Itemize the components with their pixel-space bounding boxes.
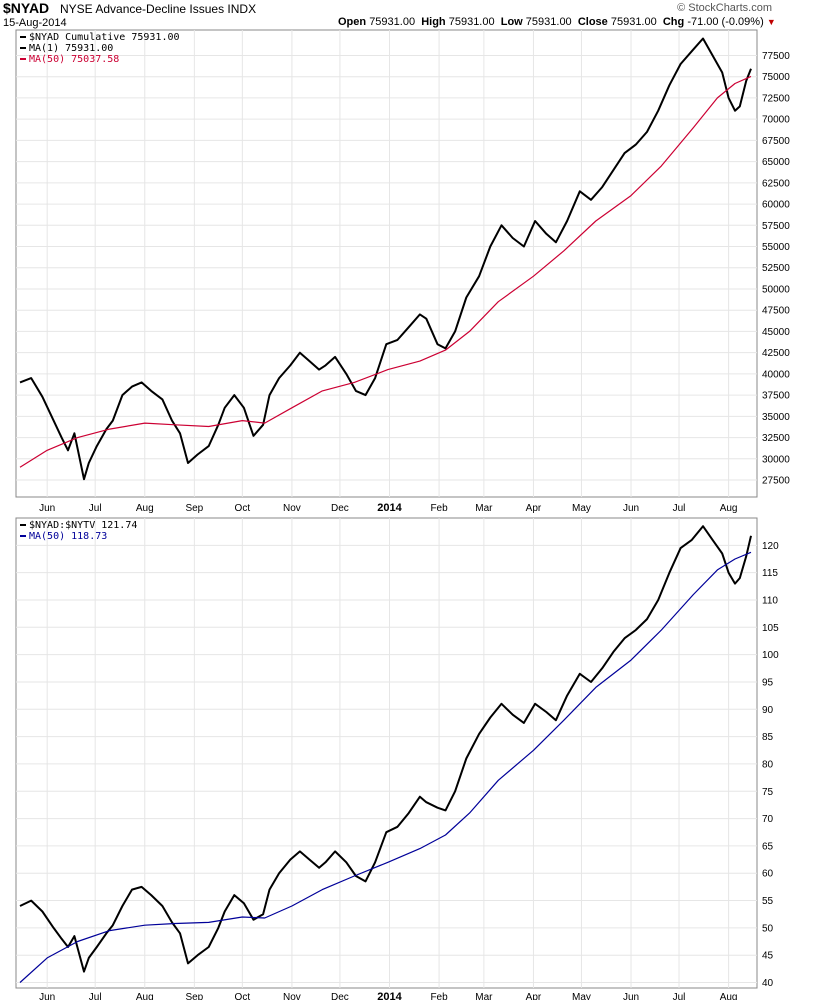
x-tick-label: Apr — [526, 992, 542, 1000]
y-tick-label: 95 — [762, 677, 774, 688]
y-tick-label: 50000 — [762, 284, 790, 295]
x-tick-label: Aug — [720, 992, 738, 1000]
low-label: Low — [500, 16, 523, 28]
x-tick-label: Oct — [235, 503, 251, 514]
symbol-description: NYSE Advance-Decline Issues INDX — [60, 2, 257, 16]
x-tick-label: 2014 — [377, 502, 402, 514]
legend-entry: MA(50) 75037.58 — [29, 54, 119, 65]
high-label: High — [421, 16, 446, 28]
y-tick-label: 70000 — [762, 115, 790, 126]
chg-label: Chg — [662, 16, 685, 28]
x-tick-label: Jul — [89, 992, 102, 1000]
x-tick-label: Jun — [623, 992, 639, 1000]
x-tick-label: May — [572, 992, 591, 1000]
y-tick-label: 45 — [762, 951, 774, 962]
y-tick-label: 72500 — [762, 93, 790, 104]
y-tick-label: 47500 — [762, 306, 790, 317]
x-tick-label: Oct — [235, 992, 251, 1000]
y-tick-label: 37500 — [762, 391, 790, 402]
y-tick-label: 65000 — [762, 157, 790, 168]
y-tick-label: 110 — [762, 595, 778, 606]
y-tick-label: 40 — [762, 978, 774, 989]
low-value: 75931.00 — [525, 16, 572, 28]
y-tick-label: 55 — [762, 896, 774, 907]
high-value: 75931.00 — [448, 16, 495, 28]
y-tick-label: 115 — [762, 568, 778, 579]
y-tick-label: 60 — [762, 869, 774, 880]
x-tick-label: Jul — [673, 503, 686, 514]
y-tick-label: 42500 — [762, 348, 790, 359]
y-tick-label: 105 — [762, 623, 779, 634]
close-value: 75931.00 — [610, 16, 657, 28]
y-tick-label: 55000 — [762, 242, 790, 253]
close-label: Close — [577, 16, 608, 28]
series-line — [19, 525, 752, 973]
symbol-label: $NYAD — [3, 0, 50, 16]
plot-frame — [15, 517, 758, 989]
down-triangle-icon: ▼ — [766, 17, 776, 27]
y-tick-label: 62500 — [762, 178, 790, 189]
open-label: Open — [338, 16, 367, 28]
x-tick-label: Nov — [283, 503, 301, 514]
plot-frame — [15, 29, 758, 498]
series-line — [19, 37, 752, 481]
y-tick-label: 90 — [762, 705, 774, 716]
x-tick-label: May — [572, 503, 591, 514]
legend-entry: MA(50) 118.73 — [29, 531, 107, 542]
y-tick-label: 52500 — [762, 263, 790, 274]
y-tick-label: 32500 — [762, 433, 790, 444]
chart-header: $NYAD NYSE Advance-Decline Issues INDX 1… — [0, 0, 820, 30]
x-tick-label: Jun — [39, 992, 55, 1000]
x-tick-label: Aug — [720, 503, 738, 514]
chg-value: -71.00 (-0.09%) — [687, 16, 764, 28]
y-tick-label: 85 — [762, 732, 774, 743]
y-tick-label: 27500 — [762, 476, 790, 487]
x-tick-label: Aug — [136, 992, 154, 1000]
x-tick-label: Feb — [430, 992, 448, 1000]
x-tick-label: Jul — [673, 992, 686, 1000]
y-tick-label: 30000 — [762, 454, 790, 465]
y-tick-label: 77500 — [762, 51, 790, 62]
x-tick-label: Sep — [185, 503, 203, 514]
y-tick-label: 35000 — [762, 412, 790, 423]
y-tick-label: 80 — [762, 759, 774, 770]
series-line — [19, 551, 752, 983]
y-tick-label: 75 — [762, 787, 774, 798]
series-line — [19, 75, 752, 468]
x-tick-label: Mar — [475, 992, 493, 1000]
y-tick-label: 60000 — [762, 200, 790, 211]
x-tick-label: Dec — [331, 992, 349, 1000]
x-tick-label: Feb — [430, 503, 448, 514]
y-tick-label: 45000 — [762, 327, 790, 338]
legend-entry: $NYAD Cumulative 75931.00 — [29, 32, 180, 43]
y-tick-label: 100 — [762, 650, 779, 661]
x-tick-label: Mar — [475, 503, 493, 514]
chart-date: 15-Aug-2014 — [3, 17, 67, 29]
open-value: 75931.00 — [369, 16, 416, 28]
x-tick-label: Jun — [623, 503, 639, 514]
x-tick-label: Apr — [526, 503, 542, 514]
y-tick-label: 75000 — [762, 72, 790, 83]
x-tick-label: Sep — [185, 992, 203, 1000]
ohlc-readout: Open 75931.00 High 75931.00 Low 75931.00… — [338, 16, 776, 28]
legend-entry: $NYAD:$NYTV 121.74 — [29, 520, 137, 531]
y-tick-label: 57500 — [762, 221, 790, 232]
x-tick-label: Jun — [39, 503, 55, 514]
x-tick-label: Aug — [136, 503, 154, 514]
brand-watermark: © StockCharts.com — [677, 2, 772, 14]
x-tick-label: Dec — [331, 503, 349, 514]
y-tick-label: 50 — [762, 923, 774, 934]
y-tick-label: 65 — [762, 841, 774, 852]
x-tick-label: 2014 — [377, 991, 402, 1000]
y-tick-label: 40000 — [762, 369, 790, 380]
y-tick-label: 67500 — [762, 136, 790, 147]
x-tick-label: Nov — [283, 992, 301, 1000]
x-tick-label: Jul — [89, 503, 102, 514]
y-tick-label: 120 — [762, 541, 779, 552]
legend-entry: MA(1) 75931.00 — [29, 43, 113, 54]
y-tick-label: 70 — [762, 814, 774, 825]
